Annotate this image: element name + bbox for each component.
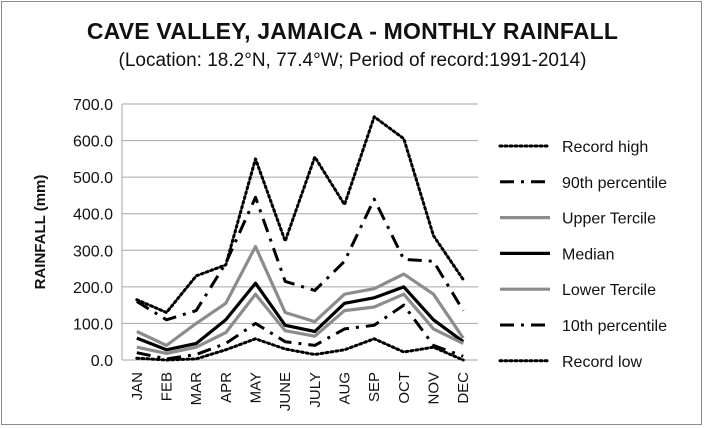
legend-label: Record low bbox=[562, 354, 642, 371]
legend-label: Median bbox=[562, 246, 614, 263]
x-tick-label: JAN bbox=[129, 372, 146, 400]
y-tick-label: 400.0 bbox=[73, 207, 113, 224]
y-tick-label: 200.0 bbox=[73, 280, 113, 297]
y-tick-label: 500.0 bbox=[73, 170, 113, 187]
x-axis-ticks: JAN FEB MAR APR MAY JUNE JULY AUG SEP OCT NOV DEC bbox=[129, 372, 472, 411]
y-axis-ticks: 0.0 100.0 200.0 300.0 400.0 500.0 600.0 700.0 bbox=[73, 97, 113, 370]
legend: Record high 90th percentile Upper Tercile M… bbox=[498, 139, 667, 371]
y-axis-label: RAINFALL (mm) bbox=[32, 175, 49, 290]
y-tick-label: 700.0 bbox=[73, 97, 113, 114]
series-line-upper-tercile bbox=[136, 245, 465, 347]
y-tick-label: 0.0 bbox=[91, 353, 113, 370]
y-tick-label: 600.0 bbox=[73, 134, 113, 151]
x-tick-label: JUNE bbox=[277, 372, 294, 411]
series-line-90th-percentile bbox=[136, 195, 465, 322]
series-line-record-low bbox=[135, 337, 465, 362]
series-line-lower-tercile bbox=[136, 292, 464, 355]
plot-area bbox=[121, 104, 478, 361]
x-tick-label: DEC bbox=[455, 372, 472, 404]
legend-label: 10th percentile bbox=[562, 318, 667, 335]
x-tick-label: MAY bbox=[248, 372, 265, 403]
x-tick-label: SEP bbox=[366, 372, 383, 402]
x-tick-label: MAR bbox=[188, 372, 205, 406]
series-line-record-high bbox=[135, 115, 465, 314]
y-tick-label: 300.0 bbox=[73, 243, 113, 260]
y-tick-label: 100.0 bbox=[73, 316, 113, 333]
chart-subtitle: (Location: 18.2°N, 77.4°W; Period of rec… bbox=[118, 50, 587, 71]
series-lines bbox=[135, 115, 465, 362]
legend-label: Record high bbox=[562, 139, 648, 156]
series-line-10th-percentile bbox=[136, 303, 464, 361]
x-tick-label: AUG bbox=[337, 372, 354, 405]
legend-label: 90th percentile bbox=[562, 175, 667, 192]
x-tick-label: NOV bbox=[426, 372, 443, 405]
x-tick-label: OCT bbox=[396, 372, 413, 404]
legend-label: Lower Tercile bbox=[562, 282, 656, 299]
x-tick-label: APR bbox=[218, 372, 235, 403]
legend-label: Upper Tercile bbox=[562, 211, 656, 228]
gridlines bbox=[122, 103, 478, 361]
x-tick-label: FEB bbox=[159, 372, 176, 401]
series-line-median bbox=[136, 281, 465, 352]
x-tick-label: JULY bbox=[307, 372, 324, 408]
chart-title: CAVE VALLEY, JAMAICA - MONTHLY RAINFALL bbox=[86, 18, 619, 44]
